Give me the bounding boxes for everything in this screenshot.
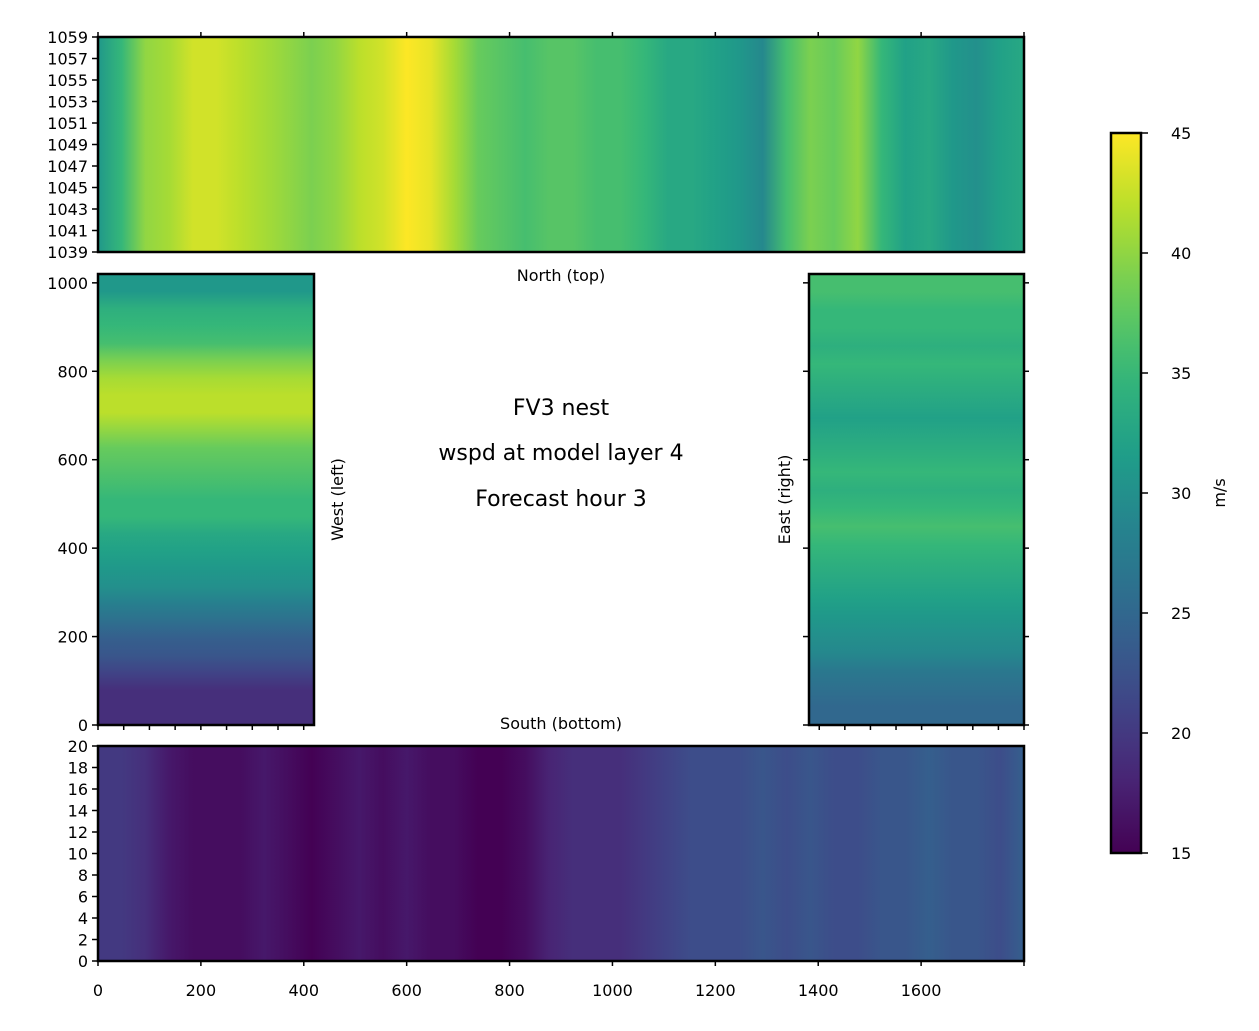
south-xtick-label-400: 400	[289, 981, 320, 1000]
west-ytick-label-800: 800	[57, 362, 88, 381]
north-heatmap-field	[98, 37, 1024, 252]
east-panel-frame	[807, 272, 1026, 727]
colorbar-tick-label-35: 35	[1171, 364, 1191, 383]
colorbar-tick-label-20: 20	[1171, 724, 1191, 743]
south-axis-label: South (bottom)	[500, 714, 622, 733]
south-heatmap-field	[98, 746, 1024, 961]
south-ytick-label-8: 8	[78, 866, 88, 885]
colorbar-tick-label-30: 30	[1171, 484, 1191, 503]
west-heatmap-field	[98, 274, 314, 725]
north-ytick-label-1047: 1047	[47, 157, 88, 176]
north-ytick-label-1045: 1045	[47, 179, 88, 198]
panels-layer	[92, 32, 1148, 966]
north-ytick-label-1039: 1039	[47, 243, 88, 262]
south-ytick-label-18: 18	[68, 759, 88, 778]
south-ytick-label-12: 12	[68, 823, 88, 842]
north-ytick-label-1041: 1041	[47, 222, 88, 241]
north-ytick-label-1043: 1043	[47, 200, 88, 219]
west-ytick-label-400: 400	[57, 539, 88, 558]
west-ytick-label-200: 200	[57, 628, 88, 647]
south-ytick-label-10: 10	[68, 845, 88, 864]
south-xtick-label-1600: 1600	[901, 981, 942, 1000]
north-ytick-label-1057: 1057	[47, 50, 88, 69]
east-heatmap-field	[809, 274, 1024, 725]
west-ytick-label-1000: 1000	[47, 274, 88, 293]
north-ytick-label-1055: 1055	[47, 71, 88, 90]
south-ytick-label-16: 16	[68, 780, 88, 799]
labels-layer: 1039104110431045104710491051105310551057…	[47, 28, 1229, 1000]
south-ytick-label-6: 6	[78, 888, 88, 907]
west-ytick-label-0: 0	[78, 716, 88, 735]
south-xtick-label-600: 600	[391, 981, 422, 1000]
south-xtick-label-1200: 1200	[695, 981, 736, 1000]
north-axis-label: North (top)	[517, 266, 606, 285]
colorbar-tick-label-15: 15	[1171, 844, 1191, 863]
colorbar-tick-label-40: 40	[1171, 244, 1191, 263]
west-axis-label: West (left)	[328, 458, 347, 541]
south-xtick-label-1000: 1000	[592, 981, 633, 1000]
south-xtick-label-800: 800	[494, 981, 525, 1000]
south-xtick-label-200: 200	[186, 981, 217, 1000]
north-ytick-label-1059: 1059	[47, 28, 88, 47]
north-ytick-label-1053: 1053	[47, 93, 88, 112]
colorbar-gradient	[1111, 133, 1141, 853]
figure-title: FV3 nest wspd at model layer 4 Forecast …	[438, 396, 683, 512]
east-axis-label: East (right)	[775, 455, 794, 545]
south-xtick-label-1400: 1400	[798, 981, 839, 1000]
colorbar-tick-label-25: 25	[1171, 604, 1191, 623]
south-ytick-label-14: 14	[68, 802, 88, 821]
south-ytick-label-2: 2	[78, 931, 88, 950]
title-line-3: Forecast hour 3	[475, 487, 646, 512]
north-ytick-label-1049: 1049	[47, 136, 88, 155]
south-ytick-label-20: 20	[68, 737, 88, 756]
title-line-1: FV3 nest	[513, 396, 610, 421]
west-panel-frame	[96, 272, 316, 727]
colorbar-tick-label-45: 45	[1171, 124, 1191, 143]
title-line-2: wspd at model layer 4	[438, 441, 683, 466]
south-xtick-label-0: 0	[93, 981, 103, 1000]
west-ytick-label-600: 600	[57, 451, 88, 470]
south-ytick-label-4: 4	[78, 909, 88, 928]
north-ytick-label-1051: 1051	[47, 114, 88, 133]
south-ytick-label-0: 0	[78, 952, 88, 971]
colorbar-label: m/s	[1210, 478, 1229, 507]
